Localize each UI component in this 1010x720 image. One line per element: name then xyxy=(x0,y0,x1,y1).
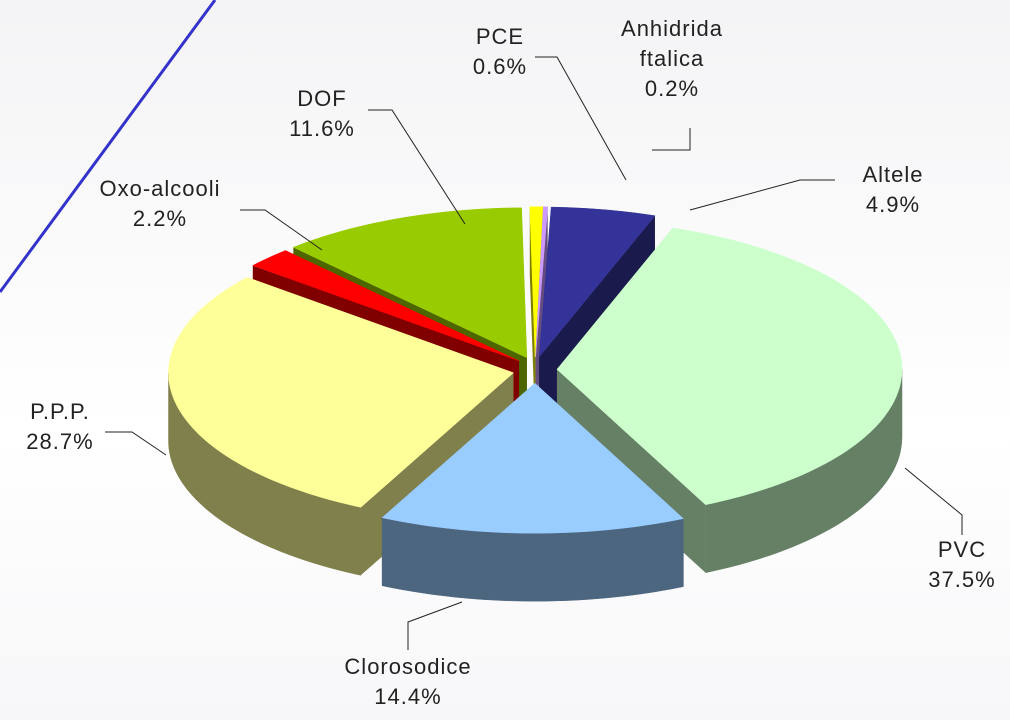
category-label: DOF xyxy=(297,86,347,111)
category-label: Anhidrida ftalica xyxy=(621,16,723,71)
slice-top xyxy=(252,250,520,362)
leader-line xyxy=(535,56,627,181)
value-label: 2.2% xyxy=(132,206,188,231)
value-label: 37.5% xyxy=(928,567,996,592)
slice-top xyxy=(168,277,514,508)
data-label: Anhidrida ftalica 0.2% xyxy=(612,14,732,104)
category-label: PVC xyxy=(937,537,987,562)
value-label: 14.4% xyxy=(374,684,442,709)
category-label: Altele xyxy=(862,162,924,187)
leader-line xyxy=(904,467,963,535)
slice-side xyxy=(535,206,548,425)
category-label: P.P.P. xyxy=(30,399,90,424)
slice-top xyxy=(381,382,684,534)
data-label: Clorosodice 14.4% xyxy=(344,652,471,712)
data-label: P.P.P. 28.7% xyxy=(26,397,93,457)
slice-top xyxy=(529,206,544,357)
leader-line xyxy=(105,431,167,456)
leader-line xyxy=(652,128,691,151)
leader-line xyxy=(240,209,323,251)
data-label: PVC 37.5% xyxy=(928,535,995,595)
slice-top xyxy=(556,227,903,505)
leader-line xyxy=(368,109,466,225)
decor-line xyxy=(0,0,217,293)
category-label: Oxo-alcooli xyxy=(99,176,221,201)
data-label: DOF 11.6% xyxy=(289,84,355,144)
data-label: Altele 4.9% xyxy=(862,160,923,220)
category-label: Clorosodice xyxy=(344,654,472,679)
value-label: 4.9% xyxy=(865,192,921,217)
value-label: 11.6% xyxy=(289,116,355,141)
leader-line xyxy=(407,601,463,650)
value-label: 28.7% xyxy=(26,429,94,454)
slice-top xyxy=(292,207,528,359)
slice-side xyxy=(529,206,536,425)
category-label: PCE xyxy=(475,24,525,49)
data-label: Oxo-alcooli 2.2% xyxy=(99,174,220,234)
slice xyxy=(381,382,684,602)
slice xyxy=(535,206,548,425)
value-label: 0.2% xyxy=(644,76,700,101)
slice-top xyxy=(535,206,548,357)
data-label: PCE 0.6% xyxy=(473,22,527,82)
slice-top xyxy=(538,206,656,358)
leader-line xyxy=(689,179,835,211)
value-label: 0.6% xyxy=(472,54,528,79)
